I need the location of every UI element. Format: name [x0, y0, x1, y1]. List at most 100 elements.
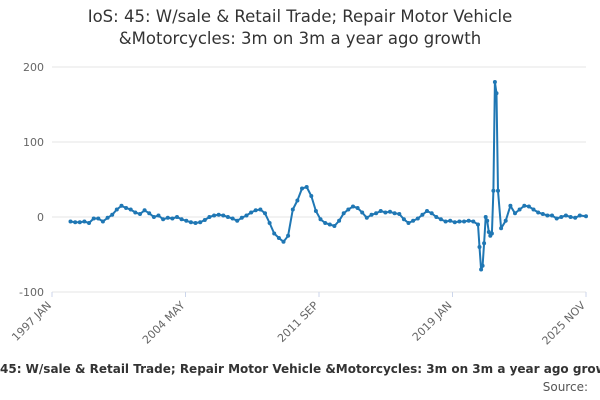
data-point[interactable] — [522, 203, 527, 208]
data-point[interactable] — [267, 221, 272, 225]
data-point[interactable] — [142, 208, 147, 213]
data-point[interactable] — [397, 212, 402, 216]
data-point[interactable] — [281, 239, 286, 244]
data-point[interactable] — [392, 211, 397, 216]
data-point[interactable] — [355, 206, 360, 210]
data-point[interactable] — [485, 218, 490, 223]
data-point[interactable] — [563, 213, 568, 218]
data-point[interactable] — [364, 215, 369, 220]
data-point[interactable] — [295, 198, 300, 203]
data-point[interactable] — [492, 80, 497, 84]
data-point[interactable] — [517, 207, 522, 212]
data-point[interactable] — [545, 213, 550, 218]
data-point[interactable] — [477, 245, 482, 249]
data-point[interactable] — [559, 215, 564, 219]
data-point[interactable] — [286, 233, 291, 238]
data-point[interactable] — [452, 220, 457, 225]
series-layer[interactable] — [68, 80, 589, 272]
data-point[interactable] — [476, 222, 480, 227]
data-point[interactable] — [573, 215, 578, 220]
data-point[interactable] — [309, 194, 314, 198]
data-point[interactable] — [272, 231, 277, 236]
data-point[interactable] — [216, 212, 221, 217]
data-point[interactable] — [486, 230, 491, 234]
data-point[interactable] — [457, 219, 462, 224]
data-point[interactable] — [91, 216, 96, 221]
data-point[interactable] — [503, 218, 508, 223]
data-point[interactable] — [114, 207, 119, 212]
data-point[interactable] — [77, 220, 82, 225]
data-point[interactable] — [374, 211, 379, 216]
data-point[interactable] — [462, 219, 467, 224]
data-point[interactable] — [434, 215, 439, 219]
data-point[interactable] — [554, 216, 559, 221]
data-point[interactable] — [508, 203, 513, 208]
data-point[interactable] — [499, 226, 504, 231]
data-point[interactable] — [332, 224, 337, 228]
data-point[interactable] — [225, 215, 230, 219]
data-point[interactable] — [161, 217, 166, 222]
data-point[interactable] — [388, 209, 392, 214]
data-point[interactable] — [425, 209, 429, 213]
data-point[interactable] — [258, 207, 263, 212]
data-point[interactable] — [165, 215, 170, 220]
data-point[interactable] — [438, 217, 443, 222]
data-point[interactable] — [119, 203, 124, 208]
data-point[interactable] — [531, 207, 536, 212]
data-point[interactable] — [337, 218, 342, 223]
data-point[interactable] — [429, 211, 434, 216]
data-point[interactable] — [244, 213, 249, 218]
data-point[interactable] — [212, 213, 217, 218]
data-point[interactable] — [341, 211, 346, 216]
data-point[interactable] — [221, 213, 226, 218]
data-point[interactable] — [73, 220, 78, 225]
data-point[interactable] — [466, 218, 471, 223]
data-point[interactable] — [482, 241, 487, 246]
data-point[interactable] — [170, 216, 175, 221]
data-point[interactable] — [568, 215, 573, 219]
data-point[interactable] — [179, 217, 184, 222]
data-point[interactable] — [327, 222, 332, 227]
data-point[interactable] — [577, 213, 582, 218]
series-line[interactable] — [69, 81, 587, 271]
data-point[interactable] — [202, 218, 207, 222]
data-point[interactable] — [346, 207, 351, 212]
data-point[interactable] — [351, 204, 355, 209]
data-point[interactable] — [491, 188, 496, 193]
data-point[interactable] — [313, 209, 318, 213]
data-point[interactable] — [128, 207, 133, 212]
data-point[interactable] — [420, 212, 425, 217]
data-point[interactable] — [480, 263, 485, 268]
data-point[interactable] — [360, 210, 365, 215]
data-point[interactable] — [124, 206, 129, 210]
data-point[interactable] — [471, 219, 476, 224]
data-point[interactable] — [415, 216, 420, 221]
data-point[interactable] — [526, 204, 531, 209]
data-point[interactable] — [68, 219, 73, 224]
data-point[interactable] — [188, 220, 193, 225]
data-point[interactable] — [513, 211, 517, 216]
data-point[interactable] — [383, 210, 388, 215]
data-point[interactable] — [133, 210, 138, 215]
data-point[interactable] — [230, 216, 235, 221]
data-point[interactable] — [96, 216, 101, 221]
data-point[interactable] — [489, 231, 494, 236]
data-point[interactable] — [239, 215, 244, 220]
data-point[interactable] — [369, 212, 374, 217]
data-point[interactable] — [401, 217, 406, 222]
data-point[interactable] — [138, 212, 142, 216]
data-point[interactable] — [550, 213, 554, 218]
data-point[interactable] — [193, 221, 198, 225]
data-point[interactable] — [406, 221, 411, 225]
data-point[interactable] — [235, 218, 240, 223]
data-point[interactable] — [105, 215, 110, 220]
data-point[interactable] — [147, 211, 152, 216]
data-point[interactable] — [184, 218, 189, 223]
data-point[interactable] — [318, 217, 323, 222]
data-point[interactable] — [300, 186, 304, 191]
data-point[interactable] — [378, 209, 383, 213]
data-point[interactable] — [156, 213, 161, 218]
data-point[interactable] — [483, 215, 488, 219]
data-point[interactable] — [494, 91, 499, 96]
data-point[interactable] — [207, 215, 212, 219]
